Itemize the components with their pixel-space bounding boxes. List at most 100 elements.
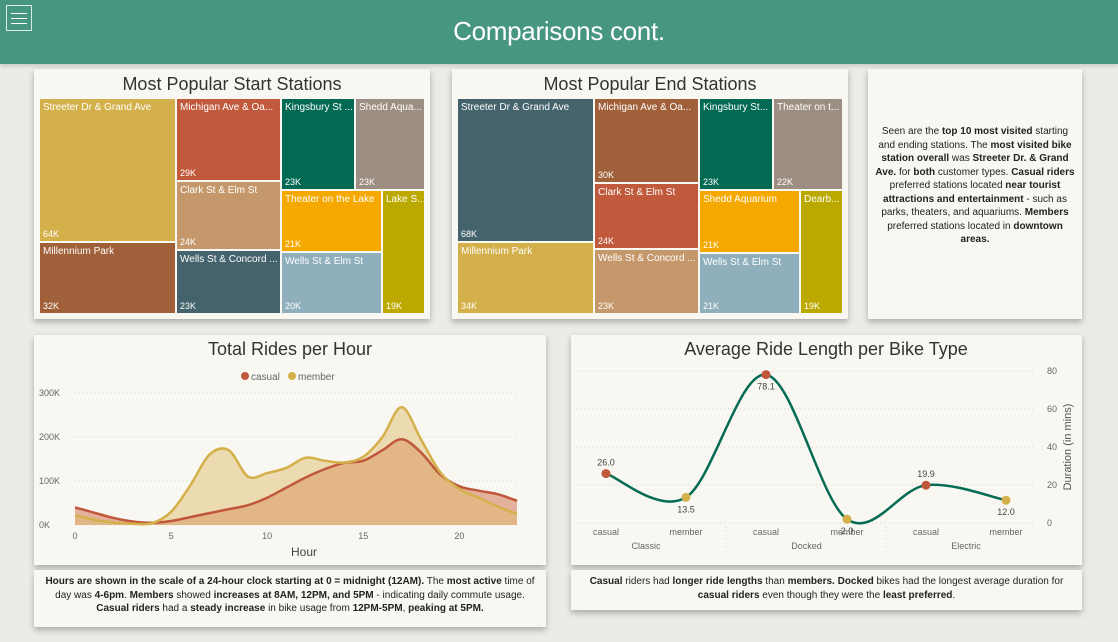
hamburger-icon[interactable] xyxy=(6,5,32,31)
note-fragment: preferred stations located xyxy=(889,180,1006,191)
tile-value: 23K xyxy=(703,177,720,187)
y-tick-label: 80 xyxy=(1047,366,1057,376)
treemap-tile[interactable]: Shedd Aqua... 23K xyxy=(355,98,425,190)
treemap-tile[interactable]: Wells St & Concord ... 23K xyxy=(176,250,281,314)
note-fragment: bikes had the longest average duration f… xyxy=(873,576,1064,587)
treemap-tile[interactable]: Kingsbury St... 23K xyxy=(699,98,773,190)
y-tick-label: 100K xyxy=(39,476,60,486)
tile-label: Clark St & Elm St xyxy=(180,185,258,196)
note-fragment: than xyxy=(762,576,788,587)
treemap-tile[interactable]: Shedd Aquarium 21K xyxy=(699,190,800,253)
bike-type-card: Average Ride Length per Bike Type 0 20 40 60… xyxy=(571,335,1082,565)
treemap-tile[interactable]: Streeter Dr & Grand Ave 64K xyxy=(39,98,176,242)
note-fragment: Casual riders xyxy=(96,603,160,614)
treemap-tile[interactable]: Clark St & Elm St 24K xyxy=(176,181,281,250)
ride-length-line xyxy=(605,373,1007,525)
data-label: 13.5 xyxy=(677,504,695,514)
page-header: Comparisons cont. xyxy=(0,0,1118,64)
bike-insight-card: Casual riders had longer ride lengths th… xyxy=(571,570,1082,610)
treemap-tile[interactable]: Wells St & Elm St 21K xyxy=(699,253,800,314)
y-tick-label: 300K xyxy=(39,388,60,398)
y-axis-label: Duration (in mins) xyxy=(1062,404,1074,491)
tile-label: Streeter Dr & Grand Ave xyxy=(43,102,152,113)
note-fragment: Hours are shown in the scale of a 24-hou… xyxy=(45,576,425,587)
tile-value: 21K xyxy=(703,240,720,250)
note-fragment: increases at 8AM, 12PM, and 5PM xyxy=(213,589,374,601)
note-fragment: longer ride lengths xyxy=(672,576,763,587)
treemap-tile[interactable]: Theater on the Lake 21K xyxy=(281,190,382,252)
treemap-tile[interactable]: Millennium Park 34K xyxy=(457,242,594,314)
tile-value: 21K xyxy=(285,239,302,249)
note-fragment: Casual riders xyxy=(1011,166,1075,178)
tile-label: Wells St & Concord ... xyxy=(598,253,696,264)
legend-marker xyxy=(241,372,249,380)
tile-value: 68K xyxy=(461,229,478,239)
tile-label: Shedd Aquarium xyxy=(703,194,777,205)
note-fragment: , xyxy=(402,603,409,614)
tile-label: Wells St & Elm St xyxy=(285,256,364,267)
start-stations-card: Most Popular Start Stations Streeter Dr … xyxy=(34,69,430,319)
rides-per-hour-card: Total Rides per Hour casual member 0K 100K 20… xyxy=(34,335,546,565)
data-point xyxy=(601,469,611,479)
treemap-tile[interactable]: Clark St & Elm St 24K xyxy=(594,183,699,249)
note-fragment: 4-6pm xyxy=(94,589,125,601)
treemap-tile[interactable]: Michigan Ave & Oa... 30K xyxy=(594,98,699,183)
tile-value: 64K xyxy=(43,229,60,239)
legend-label: casual xyxy=(251,372,280,383)
note-fragment: downtown areas. xyxy=(960,220,1063,246)
data-label: 26.0 xyxy=(597,458,615,468)
data-point xyxy=(681,492,691,502)
y-tick-label: 200K xyxy=(39,432,60,442)
tile-label: Wells St & Elm St xyxy=(703,257,782,268)
treemap-tile[interactable]: Millennium Park 32K xyxy=(39,242,176,314)
tile-value: 24K xyxy=(598,236,615,246)
treemap-tile[interactable]: Dearb... 19K xyxy=(800,190,843,314)
end-stations-card: Most Popular End Stations Streeter Dr & … xyxy=(452,69,848,319)
hour-insight-card: Hours are shown in the scale of a 24-hou… xyxy=(34,570,546,627)
y-tick-label: 0K xyxy=(39,520,50,530)
note-fragment: near tourist attractions and entertainme… xyxy=(883,180,1061,205)
note-fragment: - such as parks, theaters, and aquariums… xyxy=(881,193,1067,219)
tile-value: 23K xyxy=(598,301,615,311)
treemap-tile[interactable]: Wells St & Elm St 20K xyxy=(281,252,382,314)
treemap-tile[interactable]: Kingsbury St ... 23K xyxy=(281,98,355,190)
note-fragment: casual riders xyxy=(697,589,760,601)
x-tick-label: casual xyxy=(913,527,939,537)
data-label: 78.1 xyxy=(757,382,775,392)
note-fragment: peaking at 5PM. xyxy=(408,603,484,614)
treemap-tile[interactable]: Michigan Ave & Oa... 29K xyxy=(176,98,281,181)
treemap-tile[interactable]: Streeter Dr & Grand Ave 68K xyxy=(457,98,594,242)
treemap-tile[interactable]: Wells St & Concord ... 23K xyxy=(594,249,699,314)
treemap-tile[interactable]: Theater on t... 22K xyxy=(773,98,843,190)
tile-label: Clark St & Elm St xyxy=(598,187,676,198)
tile-value: 19K xyxy=(386,301,403,311)
tile-value: 22K xyxy=(777,177,794,187)
end-stations-title: Most Popular End Stations xyxy=(543,74,757,94)
start-stations-title: Most Popular Start Stations xyxy=(122,74,342,94)
end-stations-treemap: Streeter Dr & Grand Ave 68K Millennium Par… xyxy=(457,98,843,314)
note-fragment: time of day was xyxy=(55,576,535,601)
data-point xyxy=(921,480,931,490)
tile-value: 24K xyxy=(180,237,197,247)
group-label: Docked xyxy=(791,541,822,551)
tile-label: Millennium Park xyxy=(43,246,115,257)
tile-value: 19K xyxy=(804,301,821,311)
note-fragment: top 10 most visited xyxy=(941,126,1033,137)
x-tick-label: 10 xyxy=(262,531,272,541)
x-tick-label: 15 xyxy=(358,531,368,541)
x-tick-label: member xyxy=(989,527,1022,537)
series-line-member xyxy=(74,405,518,526)
note-fragment: starting and ending stations. The xyxy=(878,126,1069,151)
treemap-tile[interactable]: Lake S... 19K xyxy=(382,190,425,314)
note-fragment: steady increase xyxy=(190,603,266,614)
y-tick-label: 40 xyxy=(1047,442,1057,452)
note-fragment: even though they were the xyxy=(759,589,883,601)
y-tick-label: 60 xyxy=(1047,404,1057,414)
note-fragment: had a xyxy=(159,603,191,614)
hour-insight-text: Hours are shown in the scale of a 24-hou… xyxy=(42,575,538,616)
data-point xyxy=(761,370,771,380)
tile-value: 30K xyxy=(598,170,615,180)
note-fragment: was xyxy=(949,153,973,164)
note-fragment: . xyxy=(952,589,956,601)
tile-label: Streeter Dr & Grand Ave xyxy=(461,102,570,113)
